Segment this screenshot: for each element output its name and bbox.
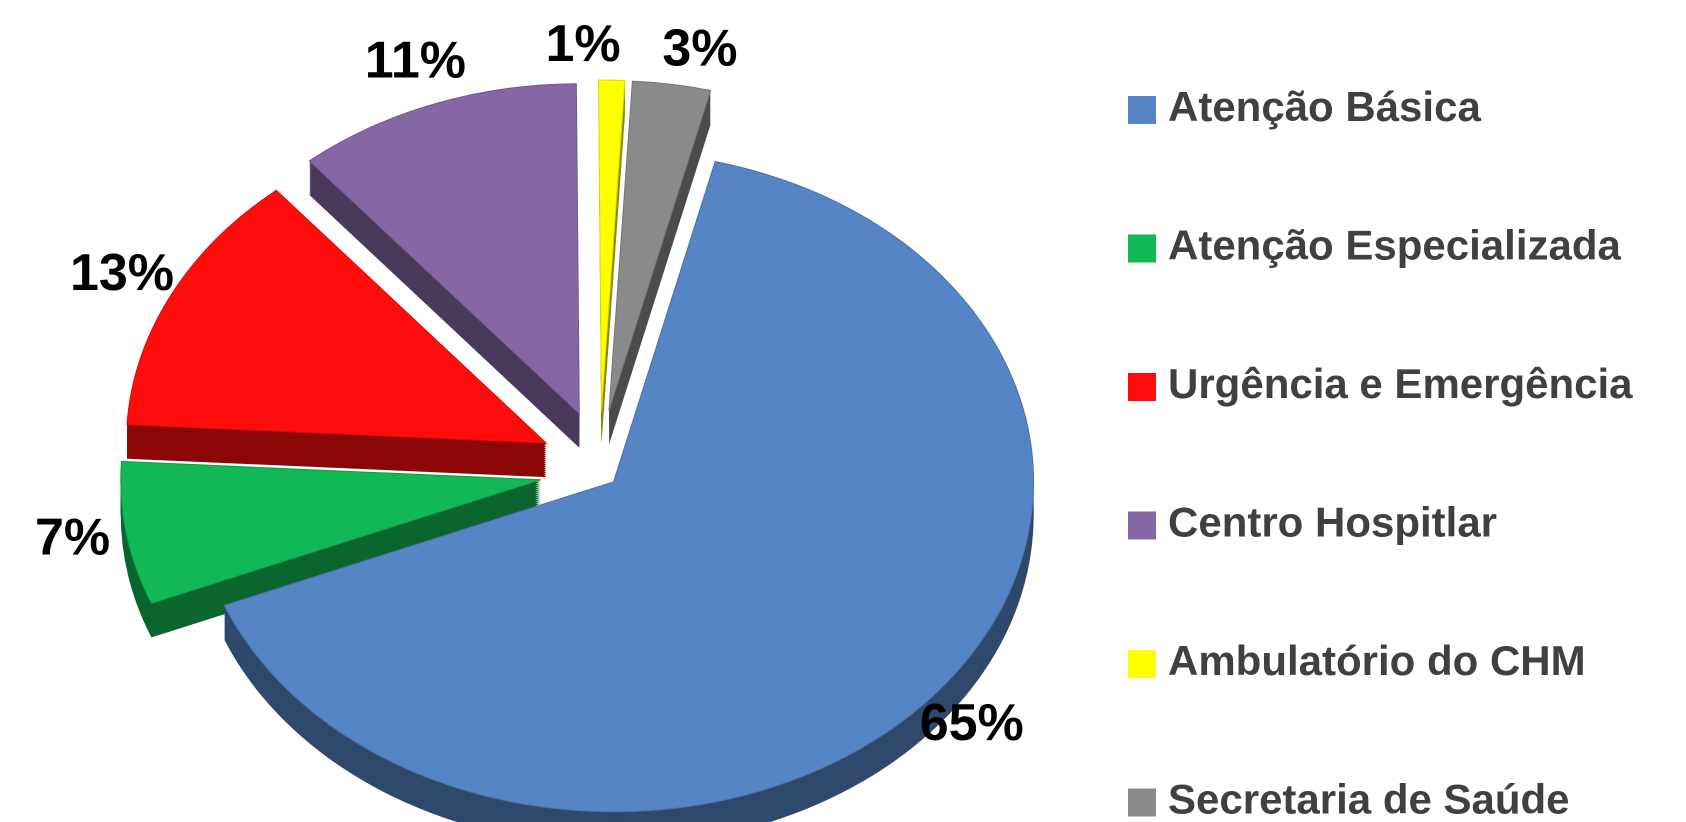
slice — [223, 161, 1035, 813]
slice — [120, 460, 541, 605]
slice — [126, 189, 548, 444]
legend-swatch — [1128, 788, 1156, 817]
legend-label: Atenção Especializada — [1168, 222, 1621, 269]
legend-swatch — [1128, 96, 1156, 124]
legend-label: Secretaria de Saúde — [1168, 776, 1570, 822]
data-label: 11% — [365, 31, 466, 89]
slice — [608, 80, 712, 411]
legend-swatch — [1128, 511, 1156, 540]
slice — [308, 83, 580, 415]
data-label: 1% — [545, 15, 620, 73]
legend-label: Ambulatório do CHM — [1168, 637, 1586, 684]
data-label: 3% — [662, 20, 737, 78]
data-label: 65% — [920, 694, 1024, 752]
legend-label: Atenção Básica — [1168, 83, 1481, 130]
legend-label: Centro Hospitlar — [1168, 499, 1497, 546]
legend-swatch — [1128, 373, 1156, 401]
data-label: 7% — [35, 508, 110, 566]
legend-label: Urgência e Emergência — [1168, 360, 1633, 407]
legend-swatch — [1128, 650, 1156, 678]
legend-swatch — [1128, 234, 1156, 263]
data-label: 13% — [70, 244, 174, 302]
slice — [598, 79, 626, 411]
